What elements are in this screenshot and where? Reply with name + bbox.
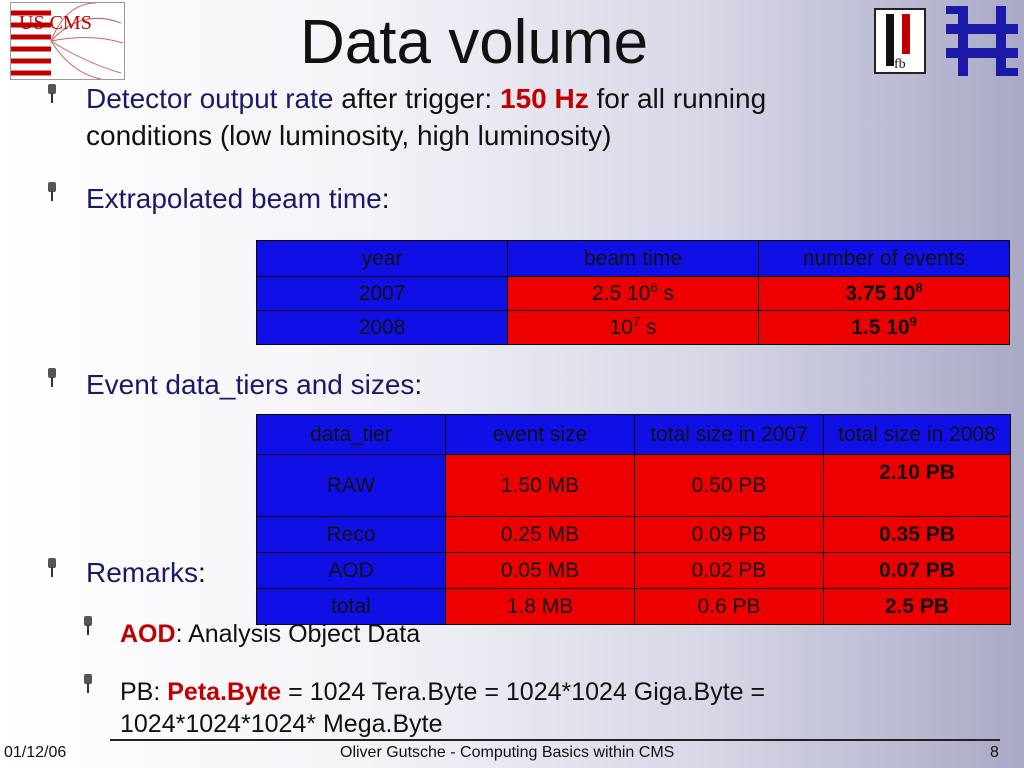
institution-logo: fb [874,8,926,74]
header-year: year [256,240,508,277]
remark-petabyte: PB: Peta.Byte = 1024 Tera.Byte = 1024*10… [120,678,766,738]
table-row: total 1.8 MB 0.6 PB 2.5 PB [256,588,1011,625]
footer-author: Oliver Gutsche - Computing Basics within… [340,744,675,761]
cell-event-size: 1.50 MB [445,454,635,517]
bullet-data-tiers: Event data_tiers and sizes: [86,369,423,400]
table-row: RAW 1.50 MB 0.50 PB 2.10 PB [256,454,1011,517]
bullet-icon [46,366,60,388]
cell-tier: AOD [256,552,446,589]
bullet-icon [46,556,60,578]
header-beam-time: beam time [507,240,759,277]
cell-events: 3.75 108 [758,276,1010,311]
footer-date: 01/12/06 [4,744,67,761]
header-number-of-events: number of events [758,240,1010,277]
slide-title: Data volume [300,8,649,77]
bullet-icon [46,180,60,202]
cell-total-2007: 0.6 PB [634,588,824,625]
cell-beam-time: 2.5 106 s [507,276,759,311]
cell-total-2008: 0.07 PB [823,552,1011,589]
us-cms-logo: US CMS [10,2,125,80]
term-petabyte: Peta.Byte [167,678,282,706]
bullet-detector-rate: Detector output rate after trigger: 150 … [86,83,767,151]
table-row: Reco 0.25 MB 0.09 PB 0.35 PB [256,516,1011,553]
term-aod: AOD [120,620,176,648]
bullet-icon [82,672,96,694]
header-total-2007: total size in 2007 [634,414,824,455]
cell-total-2008: 0.35 PB [823,516,1011,553]
beam-time-table: year beam time number of events 2007 2.5… [256,240,1010,345]
cell-event-size: 0.25 MB [445,516,635,553]
cell-event-size: 1.8 MB [445,588,635,625]
rate-value: 150 Hz [500,83,589,114]
fermilab-logo [944,2,1020,80]
cell-total-2008: 2.10 PB [823,454,1011,517]
cell-tier: total [256,588,446,625]
cell-total-2008: 2.5 PB [823,588,1011,625]
svg-text:US CMS: US CMS [19,12,92,34]
header-data-tier: data_tier [256,414,446,455]
footer-divider [110,739,1000,741]
cell-year: 2008 [256,310,508,345]
cell-tier: RAW [256,454,446,517]
cell-year: 2007 [256,276,508,311]
header-total-2008: total size in 2008 [823,414,1011,455]
cell-events: 1.5 109 [758,310,1010,345]
table-row: 2007 2.5 106 s 3.75 108 [256,276,1010,311]
cell-total-2007: 0.50 PB [634,454,824,517]
cell-event-size: 0.05 MB [445,552,635,589]
svg-text:fb: fb [894,57,906,72]
bullet-icon [82,614,96,636]
cell-beam-time: 107 s [507,310,759,345]
term-detector-output-rate: Detector output rate [86,83,334,114]
cell-total-2007: 0.09 PB [634,516,824,553]
cell-tier: Reco [256,516,446,553]
page-number: 8 [990,744,999,761]
cell-total-2007: 0.02 PB [634,552,824,589]
bullet-icon [46,82,60,104]
data-tier-table: data_tier event size total size in 2007 … [256,414,1011,625]
bullet-beam-time: Extrapolated beam time: [86,183,390,214]
table-row: 2008 107 s 1.5 109 [256,310,1010,345]
table-row: AOD 0.05 MB 0.02 PB 0.07 PB [256,552,1011,589]
bullet-remarks: Remarks: [86,557,206,588]
header-event-size: event size [445,414,635,455]
remark-aod: AOD: Analysis Object Data [120,620,421,648]
